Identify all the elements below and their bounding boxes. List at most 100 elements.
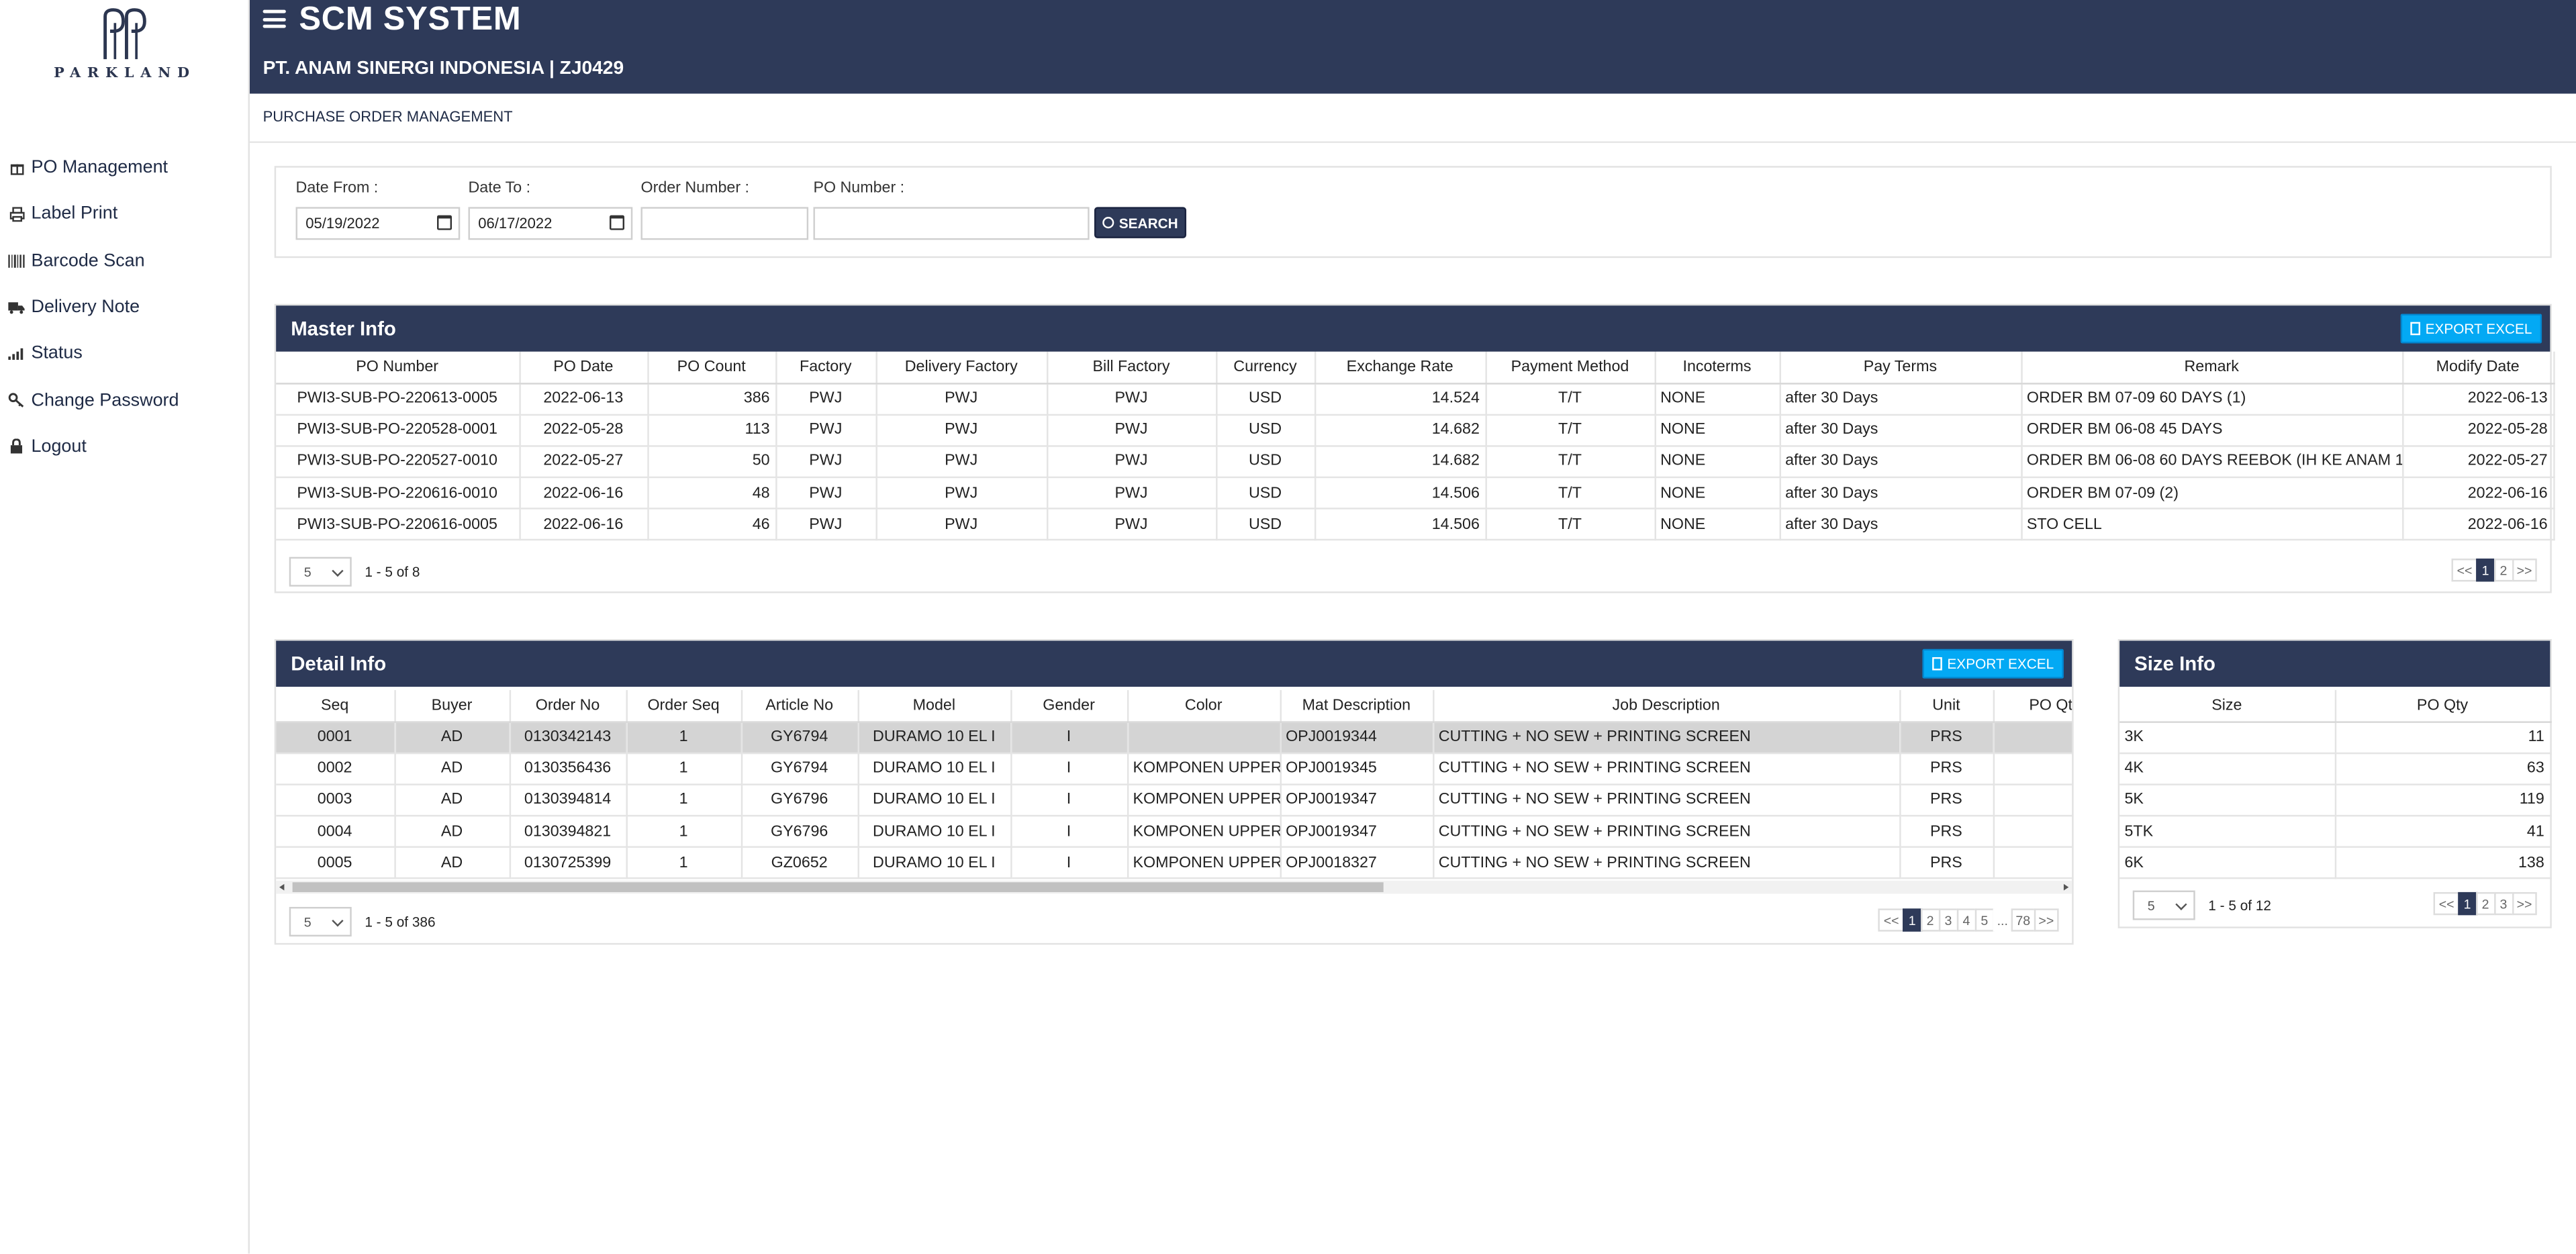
column-header[interactable]: Color bbox=[1127, 689, 1281, 722]
sidebar-item-barcode-scan[interactable]: Barcode Scan bbox=[0, 238, 250, 284]
sidebar-item-change-password[interactable]: Change Password bbox=[0, 377, 250, 424]
table-cell: 4K bbox=[2119, 753, 2336, 785]
scrollbar-thumb[interactable] bbox=[292, 882, 1384, 892]
table-row[interactable]: 0003 AD 0130394814 1 GY6796 DURAMO 10 EL I I KO… bbox=[276, 784, 2072, 817]
table-row[interactable]: 4K 63 bbox=[2119, 753, 2551, 785]
sidebar-item-delivery-note[interactable]: Delivery Note bbox=[0, 284, 250, 330]
column-header[interactable]: PO Count bbox=[647, 351, 777, 384]
detail-page-size-select[interactable]: 5 bbox=[289, 906, 352, 937]
page-prev-button[interactable]: << bbox=[2452, 559, 2477, 582]
page-link[interactable]: 78 bbox=[2011, 908, 2036, 932]
table-row[interactable]: 5TK 41 bbox=[2119, 816, 2551, 849]
detail-export-excel-button[interactable]: EXPORT EXCEL bbox=[1922, 648, 2064, 679]
column-header[interactable]: Order No bbox=[509, 689, 627, 722]
column-header[interactable]: Mat Description bbox=[1280, 689, 1434, 722]
page-link[interactable]: 1 bbox=[1902, 908, 1922, 932]
table-row[interactable]: 0005 AD 0130725399 1 GZ0652 DURAMO 10 EL I I KO… bbox=[276, 847, 2072, 880]
table-cell: 48 bbox=[647, 477, 777, 510]
table-row[interactable]: PWI3-SUB-PO-220616-0010 2022-06-16 48 PWJ PW… bbox=[276, 477, 2555, 510]
table-row[interactable]: PWI3-SUB-PO-220527-0010 2022-05-27 50 PWJ PW… bbox=[276, 446, 2555, 479]
size-pagination: 5 1 - 5 of 12 << 1 2 3 >> bbox=[2119, 890, 2550, 926]
date-to-input[interactable]: 06/17/2022 bbox=[468, 207, 633, 240]
page-next-button[interactable]: >> bbox=[2512, 891, 2537, 916]
table-row[interactable]: 5K 119 bbox=[2119, 784, 2551, 817]
column-header[interactable]: Model bbox=[857, 689, 1012, 722]
page-link[interactable]: 2 bbox=[1920, 908, 1940, 932]
table-row[interactable]: PWI3-SUB-PO-220613-0005 2022-06-13 386 PWJ P… bbox=[276, 383, 2555, 416]
size-page-size-select[interactable]: 5 bbox=[2132, 890, 2195, 920]
page-link[interactable]: 1 bbox=[2457, 891, 2477, 916]
table-row[interactable]: 6K 138 bbox=[2119, 847, 2551, 880]
column-header[interactable]: PO Qty bbox=[2334, 689, 2551, 722]
column-header[interactable]: Payment Method bbox=[1485, 351, 1656, 384]
sidebar-item-label-print[interactable]: Label Print bbox=[0, 191, 250, 238]
column-header[interactable]: Bill Factory bbox=[1046, 351, 1217, 384]
parkland-logo[interactable]: PARKLAND bbox=[0, 7, 250, 95]
sidebar-item-label: Barcode Scan bbox=[31, 250, 145, 271]
size-table-header: Size PO Qty bbox=[2119, 689, 2551, 722]
column-header[interactable]: Order Seq bbox=[626, 689, 743, 722]
column-header[interactable]: Article No bbox=[741, 689, 859, 722]
column-header[interactable]: Job Description bbox=[1433, 689, 1901, 722]
page-link[interactable]: 1 bbox=[2475, 559, 2495, 582]
page-prev-button[interactable]: << bbox=[2434, 891, 2459, 916]
column-header[interactable]: Delivery Factory bbox=[875, 351, 1048, 384]
search-button[interactable]: SEARCH bbox=[1094, 207, 1187, 238]
column-header[interactable]: Remark bbox=[2021, 351, 2403, 384]
column-header[interactable]: PO Number bbox=[276, 351, 520, 384]
page-next-button[interactable]: >> bbox=[2512, 559, 2537, 582]
print-icon bbox=[8, 206, 24, 222]
sidebar-item-po-management[interactable]: PO Management bbox=[0, 144, 250, 191]
detail-horizontal-scrollbar[interactable] bbox=[276, 880, 2072, 894]
table-cell: 1 bbox=[626, 784, 743, 817]
table-cell: 1 bbox=[626, 816, 743, 849]
page-link[interactable]: 5 bbox=[1974, 908, 1995, 932]
column-header[interactable]: Factory bbox=[775, 351, 877, 384]
table-row[interactable]: 3K 11 bbox=[2119, 721, 2551, 754]
detail-table-viewport[interactable]: Seq Buyer Order No Order Seq Article No Model… bbox=[276, 689, 2072, 882]
page-link[interactable]: 3 bbox=[1938, 908, 1958, 932]
sidebar-item-logout[interactable]: Logout bbox=[0, 424, 250, 470]
table-row[interactable]: 0001 AD 0130342143 1 GY6794 DURAMO 10 EL I I OP… bbox=[276, 721, 2072, 754]
table-cell: 1 bbox=[626, 753, 743, 785]
table-cell: GZ0652 bbox=[741, 847, 859, 880]
table-row[interactable]: 0002 AD 0130356436 1 GY6794 DURAMO 10 EL I I KO… bbox=[276, 753, 2072, 785]
column-header[interactable]: Modify Date bbox=[2402, 351, 2555, 384]
page-link[interactable]: 2 bbox=[2475, 891, 2495, 916]
column-header[interactable]: Currency bbox=[1216, 351, 1316, 384]
page-link[interactable]: 4 bbox=[1956, 908, 1976, 932]
column-header[interactable]: Incoterms bbox=[1654, 351, 1780, 384]
table-row[interactable]: PWI3-SUB-PO-220616-0005 2022-06-16 46 PWJ PW… bbox=[276, 509, 2555, 542]
column-header[interactable]: Size bbox=[2119, 689, 2336, 722]
scroll-left-icon[interactable] bbox=[279, 883, 285, 891]
column-header[interactable]: Seq bbox=[276, 689, 395, 722]
date-from-input[interactable]: 05/19/2022 bbox=[295, 207, 461, 240]
page-link[interactable]: 3 bbox=[2493, 891, 2514, 916]
calendar-icon[interactable] bbox=[609, 215, 625, 230]
table-row[interactable]: PWI3-SUB-PO-220528-0001 2022-05-28 113 PWJ P… bbox=[276, 414, 2555, 447]
table-cell: NONE bbox=[1654, 509, 1780, 542]
hamburger-menu-icon[interactable] bbox=[263, 9, 286, 32]
column-header[interactable]: Buyer bbox=[394, 689, 510, 722]
column-header[interactable]: PO Date bbox=[519, 351, 649, 384]
po-number-input[interactable] bbox=[813, 207, 1090, 240]
master-export-excel-button[interactable]: EXPORT EXCEL bbox=[2400, 314, 2542, 344]
page-prev-button[interactable]: << bbox=[1878, 908, 1904, 932]
master-page-size-select[interactable]: 5 bbox=[289, 557, 352, 587]
column-header[interactable]: PO Qty bbox=[1993, 689, 2072, 722]
table-cell: I bbox=[1010, 847, 1129, 880]
sidebar-item-status[interactable]: Status bbox=[0, 330, 250, 377]
calendar-icon[interactable] bbox=[437, 215, 452, 230]
column-header[interactable]: Exchange Rate bbox=[1314, 351, 1486, 384]
page-next-button[interactable]: >> bbox=[2034, 908, 2059, 932]
column-header[interactable]: Pay Terms bbox=[1779, 351, 2022, 384]
page-link[interactable]: 2 bbox=[2493, 559, 2514, 582]
column-header[interactable]: Gender bbox=[1010, 689, 1129, 722]
table-cell: I bbox=[1010, 816, 1129, 849]
table-row[interactable]: 0004 AD 0130394821 1 GY6796 DURAMO 10 EL I I KO… bbox=[276, 816, 2072, 849]
column-header[interactable]: Unit bbox=[1899, 689, 1994, 722]
table-cell: 0130725399 bbox=[509, 847, 627, 880]
order-number-input[interactable] bbox=[640, 207, 809, 240]
table-cell: KOMPONEN UPPER bbox=[1127, 847, 1281, 880]
scroll-right-icon[interactable] bbox=[2063, 883, 2069, 891]
